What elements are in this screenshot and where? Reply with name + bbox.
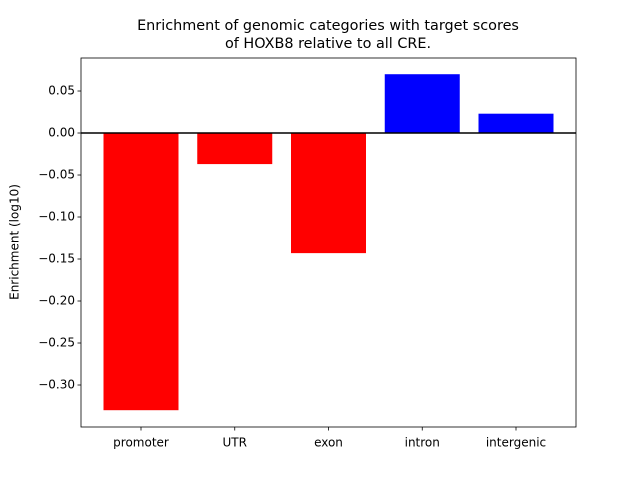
bar bbox=[197, 133, 273, 165]
bar bbox=[478, 113, 554, 134]
x-tick-label: exon bbox=[314, 436, 343, 450]
plot-frame bbox=[80, 57, 577, 428]
bar bbox=[291, 133, 366, 254]
y-tick-label: 0.00 bbox=[48, 126, 75, 140]
y-tick-label: −0.10 bbox=[38, 210, 75, 224]
y-tick-label: −0.25 bbox=[38, 336, 75, 350]
y-axis-label: Enrichment (log10) bbox=[8, 184, 22, 300]
y-tick-label: −0.20 bbox=[38, 294, 75, 308]
x-tick-label: intergenic bbox=[486, 436, 546, 450]
x-tick-label: intron bbox=[405, 436, 440, 450]
x-tick-label: UTR bbox=[223, 436, 247, 450]
bar bbox=[103, 133, 179, 411]
bar bbox=[384, 74, 460, 134]
y-tick-label: −0.15 bbox=[38, 252, 75, 266]
chart-title: Enrichment of genomic categories with ta… bbox=[137, 18, 519, 34]
chart-title: of HOXB8 relative to all CRE. bbox=[225, 36, 431, 52]
y-tick-label: −0.05 bbox=[38, 168, 75, 182]
y-tick-label: 0.05 bbox=[48, 84, 75, 98]
x-tick-label: promoter bbox=[113, 436, 169, 450]
y-tick-label: −0.30 bbox=[38, 378, 75, 392]
